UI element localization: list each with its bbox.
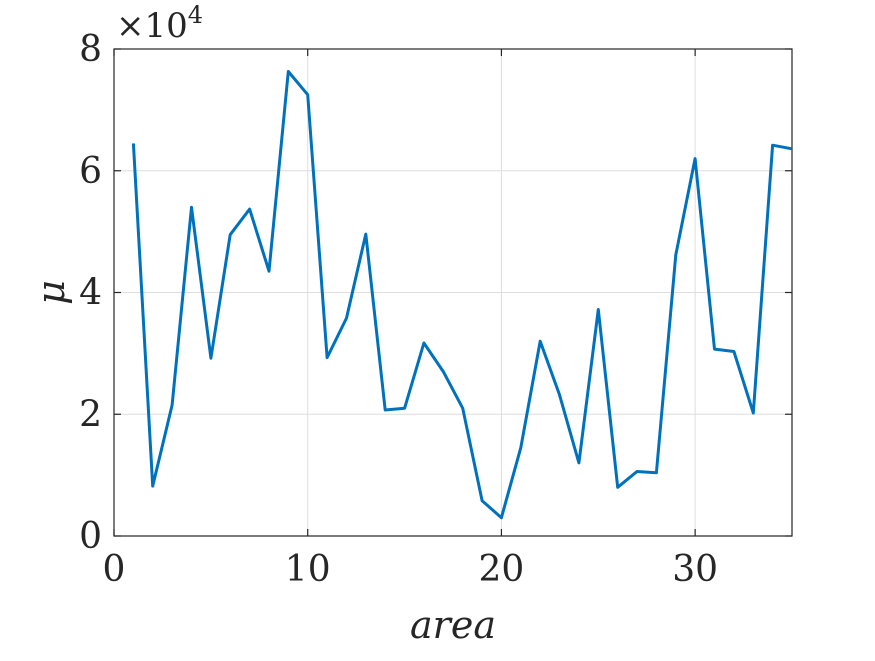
y-exponent-base: ×10 — [116, 6, 188, 46]
x-tick-labels: 0 10 20 30 — [103, 549, 719, 590]
y-tick-label: 4 — [79, 273, 102, 314]
x-tick-label: 20 — [479, 549, 525, 590]
series-line — [131, 70, 793, 520]
x-tick-label: 30 — [672, 549, 718, 590]
tick-marks — [113, 48, 792, 537]
x-tick-label: 0 — [103, 549, 126, 590]
y-tick-labels: 0 2 4 6 8 — [79, 29, 102, 557]
y-axis-label: μ — [29, 280, 73, 305]
y-exponent-power: 4 — [188, 1, 203, 29]
x-tick-label: 10 — [285, 549, 331, 590]
y-tick-label: 8 — [79, 29, 102, 70]
y-tick-label: 0 — [79, 516, 102, 557]
x-axis-label: area — [410, 603, 496, 647]
y-tick-label: 2 — [79, 394, 102, 435]
grid-lines — [113, 48, 792, 537]
y-exponent-label: ×104 — [116, 1, 203, 46]
y-tick-label: 6 — [79, 151, 102, 192]
